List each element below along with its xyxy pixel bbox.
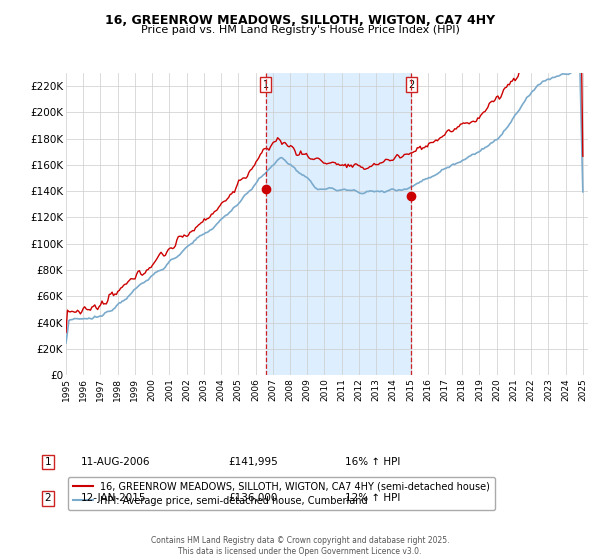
Text: 12% ↑ HPI: 12% ↑ HPI [345,493,400,503]
Text: Price paid vs. HM Land Registry's House Price Index (HPI): Price paid vs. HM Land Registry's House … [140,25,460,35]
Text: 16, GREENROW MEADOWS, SILLOTH, WIGTON, CA7 4HY: 16, GREENROW MEADOWS, SILLOTH, WIGTON, C… [105,14,495,27]
Text: £136,000: £136,000 [228,493,277,503]
Text: 2: 2 [408,80,415,90]
Text: 12-JAN-2015: 12-JAN-2015 [81,493,146,503]
Text: 11-AUG-2006: 11-AUG-2006 [81,457,151,467]
Bar [266,73,411,375]
Text: Contains HM Land Registry data © Crown copyright and database right 2025.
This d: Contains HM Land Registry data © Crown c… [151,536,449,556]
Text: 16% ↑ HPI: 16% ↑ HPI [345,457,400,467]
Text: 2: 2 [44,493,52,503]
Legend: 16, GREENROW MEADOWS, SILLOTH, WIGTON, CA7 4HY (semi-detached house), HPI: Avera: 16, GREENROW MEADOWS, SILLOTH, WIGTON, C… [68,477,495,511]
Text: 1: 1 [44,457,52,467]
Text: 1: 1 [263,80,269,90]
Text: £141,995: £141,995 [228,457,278,467]
